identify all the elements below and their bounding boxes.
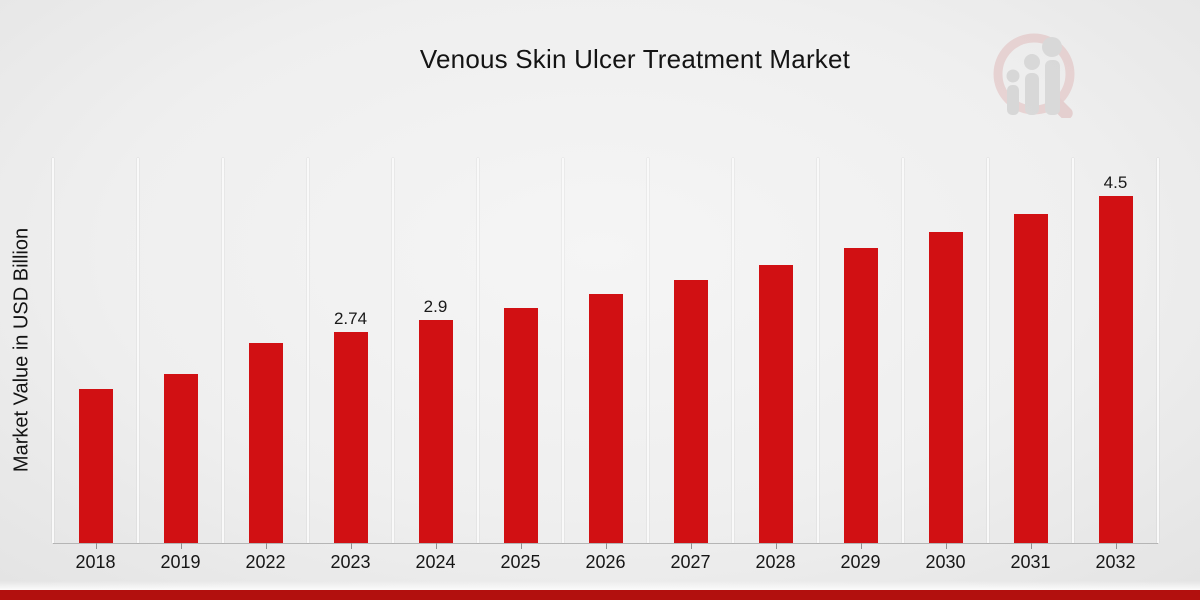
x-axis-tick bbox=[265, 543, 267, 549]
x-axis-tick bbox=[775, 543, 777, 549]
gridline bbox=[222, 158, 224, 543]
bar-value-label-2032: 4.5 bbox=[1103, 173, 1128, 192]
logo-figure-2-body-icon bbox=[1025, 73, 1039, 115]
gridline bbox=[647, 158, 649, 543]
x-axis-tick bbox=[95, 543, 97, 549]
x-axis-tick bbox=[605, 543, 607, 549]
x-axis-label-2024: 2024 bbox=[415, 552, 456, 572]
logo-figure-1-body-icon bbox=[1007, 85, 1019, 115]
bar-2031 bbox=[1013, 214, 1048, 543]
x-axis-tick bbox=[1030, 543, 1032, 549]
x-axis-label-2018: 2018 bbox=[75, 552, 116, 572]
y-axis-label: Market Value in USD Billion bbox=[10, 227, 33, 473]
bar-2022 bbox=[248, 343, 283, 543]
x-axis-label-2027: 2027 bbox=[670, 552, 711, 572]
x-axis-label-2019: 2019 bbox=[160, 552, 201, 572]
x-axis-tick bbox=[350, 543, 352, 549]
market-research-future-logo-watermark bbox=[993, 33, 1075, 118]
x-axis-tick bbox=[180, 543, 182, 549]
footer-accent-bar bbox=[0, 590, 1200, 600]
logo-figure-3-head-icon bbox=[1042, 37, 1062, 57]
gridline bbox=[902, 158, 904, 543]
x-axis-label-2022: 2022 bbox=[245, 552, 286, 572]
bar-value-label-2023: 2.74 bbox=[333, 309, 368, 328]
x-axis-tick bbox=[1115, 543, 1117, 549]
x-axis-tick bbox=[690, 543, 692, 549]
footer-fade bbox=[0, 581, 1200, 590]
gridline bbox=[987, 158, 989, 543]
x-axis-tick bbox=[520, 543, 522, 549]
x-axis-label-2026: 2026 bbox=[585, 552, 626, 572]
bar-2025 bbox=[503, 308, 538, 543]
gridline bbox=[732, 158, 734, 543]
x-axis-tick bbox=[435, 543, 437, 549]
logo-figure-1-head-icon bbox=[1006, 69, 1020, 83]
bar-2029 bbox=[843, 248, 878, 543]
bar-2018 bbox=[78, 389, 113, 543]
bar-2027 bbox=[673, 280, 708, 543]
x-axis-label-2029: 2029 bbox=[840, 552, 881, 572]
gridline bbox=[392, 158, 394, 543]
logo-figure-3-body-icon bbox=[1045, 60, 1060, 115]
gridline bbox=[307, 158, 309, 543]
x-axis-label-2025: 2025 bbox=[500, 552, 541, 572]
gridline bbox=[1072, 158, 1074, 543]
x-axis-label-2023: 2023 bbox=[330, 552, 371, 572]
logo-magnifier-handle bbox=[1047, 94, 1073, 118]
x-axis-tick bbox=[945, 543, 947, 549]
x-axis-label-2028: 2028 bbox=[755, 552, 796, 572]
bar-2030 bbox=[928, 232, 963, 543]
x-axis-label-2032: 2032 bbox=[1095, 552, 1136, 572]
bar-value-label-2024: 2.9 bbox=[423, 297, 448, 316]
chart-title: Venous Skin Ulcer Treatment Market bbox=[419, 44, 851, 74]
logo-figure-2-head-icon bbox=[1024, 54, 1040, 70]
bar-2019 bbox=[163, 374, 198, 543]
gridline bbox=[817, 158, 819, 543]
x-axis-label-2030: 2030 bbox=[925, 552, 966, 572]
plot-area: 2018 2019 2022 2.74 2023 2.9 2024 2025 2026 2027 2… bbox=[52, 158, 1159, 572]
gridline bbox=[562, 158, 564, 543]
x-axis-tick bbox=[860, 543, 862, 549]
x-axis-label-2031: 2031 bbox=[1010, 552, 1051, 572]
gridline bbox=[1157, 158, 1159, 543]
gridline bbox=[477, 158, 479, 543]
bar-2024 bbox=[418, 320, 453, 543]
bar-2023 bbox=[333, 332, 368, 543]
gridline bbox=[52, 158, 54, 543]
bar-2032 bbox=[1098, 196, 1133, 543]
logo-magnifier-ring bbox=[993, 33, 1075, 115]
bar-2028 bbox=[758, 265, 793, 543]
bar-2026 bbox=[588, 294, 623, 543]
gridline bbox=[137, 158, 139, 543]
